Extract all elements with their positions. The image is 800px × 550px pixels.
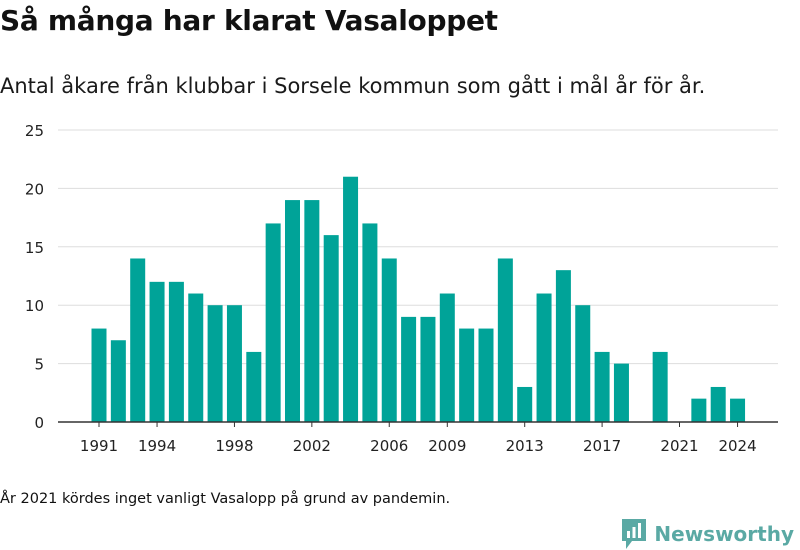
- newsworthy-logo: Newsworthy: [622, 519, 794, 549]
- y-tick-label: 15: [25, 239, 44, 257]
- bar: [381, 258, 397, 422]
- chart-title: Så många har klarat Vasaloppet: [0, 4, 498, 37]
- bar: [226, 305, 242, 422]
- bar: [575, 305, 591, 422]
- y-tick-label: 10: [25, 297, 44, 315]
- bar: [478, 328, 494, 422]
- y-tick-label: 5: [34, 356, 44, 374]
- bar: [343, 176, 359, 422]
- bar: [246, 351, 262, 422]
- bar: [730, 398, 746, 422]
- x-tick-label: 2002: [293, 437, 331, 455]
- bar: [188, 293, 204, 422]
- bar: [207, 305, 223, 422]
- bar: [323, 235, 339, 422]
- x-tick-label: 2006: [370, 437, 408, 455]
- y-tick-label: 25: [25, 122, 44, 140]
- x-tick-label: 2017: [583, 437, 621, 455]
- bar: [285, 200, 300, 422]
- bar: [401, 316, 417, 422]
- bar: [130, 258, 146, 422]
- bar: [362, 223, 378, 422]
- bar: [149, 281, 165, 422]
- x-tick-label: 1991: [80, 437, 118, 455]
- bar: [168, 281, 184, 422]
- bar: [265, 223, 281, 422]
- bar: [420, 316, 436, 422]
- bar: [594, 351, 610, 422]
- bar: [652, 351, 668, 422]
- bar: [91, 328, 107, 422]
- x-tick-label: 2024: [718, 437, 756, 455]
- bar: [555, 270, 571, 422]
- x-tick-label: 1994: [138, 437, 176, 455]
- x-tick-label: 2013: [506, 437, 544, 455]
- y-tick-label: 20: [25, 180, 44, 198]
- x-tick-label: 2009: [428, 437, 466, 455]
- newsworthy-logo-text: Newsworthy: [654, 522, 794, 546]
- bar: [691, 398, 707, 422]
- x-tick-label: 1998: [215, 437, 253, 455]
- footnote: År 2021 kördes inget vanligt Vasalopp på…: [0, 491, 451, 507]
- bar: [110, 340, 126, 422]
- chart-subtitle: Antal åkare från klubbar i Sorsele kommu…: [0, 74, 706, 98]
- bar: [710, 386, 726, 422]
- y-tick-label: 0: [34, 414, 44, 432]
- bar: [459, 328, 475, 422]
- bar: [613, 363, 629, 422]
- bar: [536, 293, 552, 422]
- bar: [517, 386, 533, 422]
- bar: [497, 258, 513, 422]
- x-tick-label: 2021: [660, 437, 698, 455]
- bar: [304, 200, 320, 422]
- newsworthy-logo-icon: [622, 519, 647, 549]
- bar: [439, 293, 455, 422]
- bar-chart: 0 5 10 15 20 25 1991 1994 1998 2002 2006 2009 2013 20…: [25, 122, 778, 455]
